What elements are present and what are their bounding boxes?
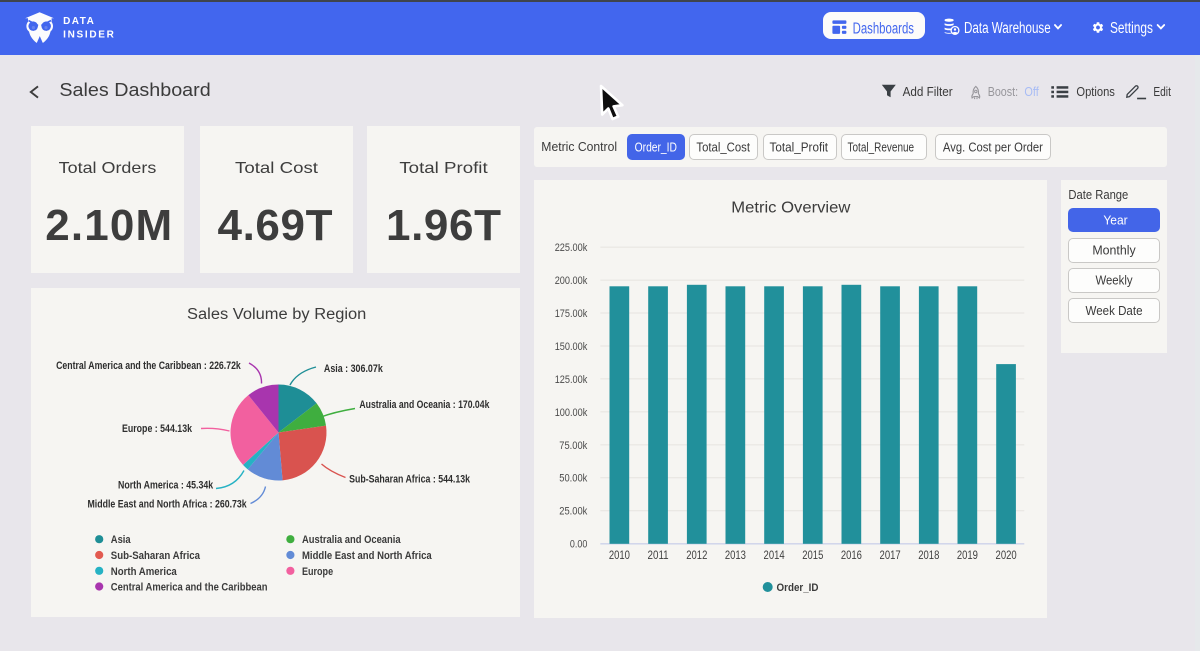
svg-text:Metric Overview: Metric Overview [731, 200, 851, 217]
svg-text:50.00k: 50.00k [559, 473, 587, 485]
svg-text:Edit: Edit [1153, 84, 1171, 99]
svg-text:150.00k: 150.00k [555, 341, 588, 353]
svg-text:Europe: Europe [302, 566, 333, 578]
svg-text:Total Profit: Total Profit [399, 160, 488, 177]
svg-text:Boost:: Boost: [988, 84, 1018, 99]
svg-text:Total Cost: Total Cost [235, 160, 319, 177]
svg-text:Settings: Settings [1110, 20, 1153, 37]
svg-text:Middle East and North Africa: Middle East and North Africa [302, 550, 432, 562]
svg-text:Monthly: Monthly [1092, 243, 1136, 258]
svg-text:Options: Options [1076, 84, 1115, 99]
svg-text:2016: 2016 [841, 550, 862, 562]
svg-text:Sub-Saharan Africa: Sub-Saharan Africa [111, 550, 201, 562]
svg-text:75.00k: 75.00k [559, 440, 587, 452]
svg-text:1.96T: 1.96T [386, 201, 501, 250]
svg-text:North America: North America [111, 566, 178, 578]
svg-text:Week Date: Week Date [1086, 303, 1143, 318]
svg-text:2011: 2011 [648, 550, 669, 562]
svg-text:Order_ID: Order_ID [777, 582, 819, 594]
svg-text:Australia and Oceania : 170.04: Australia and Oceania : 170.04k [359, 399, 490, 411]
svg-text:2018: 2018 [918, 550, 939, 562]
svg-text:Central America and the Caribb: Central America and the Caribbean : 226.… [56, 360, 241, 372]
svg-text:Add Filter: Add Filter [903, 84, 953, 99]
svg-text:2.10M: 2.10M [45, 201, 172, 250]
svg-text:2020: 2020 [996, 550, 1017, 562]
svg-text:0.00: 0.00 [570, 539, 587, 551]
svg-text:225.00k: 225.00k [555, 242, 588, 254]
svg-text:Total_Profit: Total_Profit [770, 140, 829, 155]
svg-text:Order_ID: Order_ID [635, 140, 677, 155]
svg-text:2012: 2012 [686, 550, 707, 562]
svg-text:INSIDER: INSIDER [63, 30, 115, 41]
svg-text:Australia and Oceania: Australia and Oceania [302, 534, 401, 546]
svg-text:200.00k: 200.00k [555, 275, 588, 287]
svg-text:Dashboards: Dashboards [853, 20, 915, 37]
svg-text:100.00k: 100.00k [555, 407, 588, 419]
svg-text:25.00k: 25.00k [559, 506, 587, 518]
svg-text:2010: 2010 [609, 550, 630, 562]
svg-text:Total_Revenue: Total_Revenue [848, 140, 915, 155]
svg-text:DATA: DATA [63, 16, 94, 27]
svg-text:Avg. Cost per Order: Avg. Cost per Order [943, 140, 1043, 155]
svg-text:Middle East and North Africa :: Middle East and North Africa : 260.73k [88, 499, 248, 511]
svg-text:Weekly: Weekly [1095, 273, 1132, 288]
svg-text:Data Warehouse: Data Warehouse [964, 20, 1051, 37]
svg-text:125.00k: 125.00k [555, 374, 588, 386]
svg-text:Sub-Saharan Africa : 544.13k: Sub-Saharan Africa : 544.13k [349, 473, 470, 485]
svg-text:Off: Off [1024, 84, 1039, 99]
svg-text:4.69T: 4.69T [218, 201, 333, 250]
svg-text:2015: 2015 [802, 550, 823, 562]
svg-text:Date Range: Date Range [1068, 187, 1128, 202]
svg-text:2017: 2017 [880, 550, 901, 562]
svg-text:Total Orders: Total Orders [59, 160, 157, 177]
svg-text:2013: 2013 [725, 550, 746, 562]
svg-text:2019: 2019 [957, 550, 978, 562]
svg-text:Asia : 306.07k: Asia : 306.07k [324, 363, 383, 375]
svg-text:Metric Control: Metric Control [541, 139, 617, 154]
svg-text:North America : 45.34k: North America : 45.34k [118, 480, 214, 492]
svg-text:Year: Year [1103, 213, 1128, 228]
svg-text:Sales Volume by Region: Sales Volume by Region [187, 306, 366, 323]
svg-text:Central America and the Caribb: Central America and the Caribbean [111, 582, 268, 594]
svg-text:Sales Dashboard: Sales Dashboard [59, 80, 210, 100]
svg-text:175.00k: 175.00k [555, 308, 588, 320]
svg-text:2014: 2014 [764, 550, 786, 562]
svg-text:Total_Cost: Total_Cost [696, 140, 750, 155]
svg-text:Asia: Asia [111, 534, 131, 546]
svg-text:Europe : 544.13k: Europe : 544.13k [122, 423, 193, 435]
